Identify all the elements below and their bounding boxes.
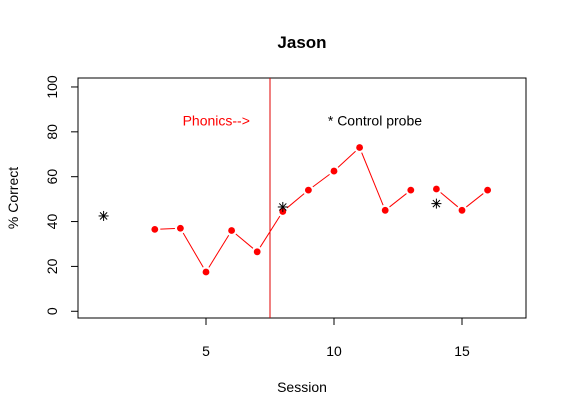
y-tick-label: 100 [44, 75, 60, 99]
y-tick-label: 40 [44, 214, 60, 230]
x-axis: 5 10 15 [202, 318, 470, 359]
data-point [203, 269, 210, 276]
series-line-segment [183, 233, 203, 267]
plot-area-frame [78, 78, 526, 318]
data-point [484, 187, 491, 194]
series-line-segment [362, 153, 383, 206]
x-axis-label: Session [277, 379, 327, 395]
data-point [177, 225, 184, 232]
y-tick-label: 60 [44, 169, 60, 185]
series-line-segment [466, 194, 483, 207]
data-point [331, 168, 338, 175]
series-line-segment [236, 234, 253, 248]
x-tick-label: 15 [454, 343, 470, 359]
data-point [305, 187, 312, 194]
y-tick-label: 20 [44, 258, 60, 274]
series-line-segment [287, 194, 304, 208]
data-point [151, 226, 158, 233]
series-points [151, 144, 491, 275]
series-line-segment [441, 193, 458, 207]
annotation-phonics: Phonics--> [183, 113, 250, 129]
series-line-segment [390, 194, 407, 207]
data-point [433, 186, 440, 193]
series-lines [160, 151, 483, 267]
y-tick-label: 80 [44, 124, 60, 140]
data-point [356, 144, 363, 151]
series-line-segment [338, 151, 356, 167]
data-point [459, 207, 466, 214]
control-probe-point [431, 199, 441, 209]
x-tick-label: 10 [326, 343, 342, 359]
y-axis-label: % Correct [5, 167, 21, 229]
y-tick-label: 0 [44, 307, 60, 315]
data-point [254, 248, 261, 255]
control-probe-point [99, 211, 109, 221]
data-point [407, 187, 414, 194]
y-axis: 0 20 40 60 80 100 [44, 75, 78, 315]
series-line-segment [209, 235, 229, 267]
chart-title: Jason [277, 33, 326, 52]
series-line-segment [160, 229, 175, 230]
data-point [228, 227, 235, 234]
series-line-segment [313, 174, 330, 186]
data-point [382, 207, 389, 214]
control-probe-point [278, 202, 288, 212]
annotation-control-probe: * Control probe [328, 113, 422, 129]
x-tick-label: 5 [202, 343, 210, 359]
